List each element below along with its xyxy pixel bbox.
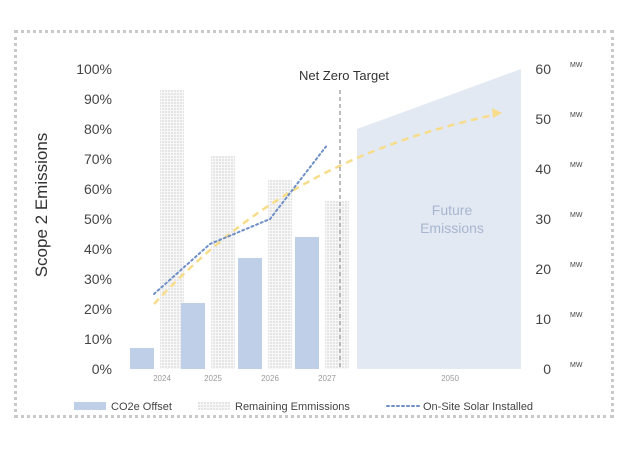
legend-label-remaining-emissions: Remaining Emmissions: [235, 401, 350, 413]
legend-label-on-site-solar: On-Site Solar Installed: [423, 401, 533, 413]
x-tick: 2027: [318, 374, 336, 383]
bar-co2e-offset: [295, 237, 319, 369]
legend-swatch-remaining-emissions: [198, 402, 230, 410]
trend-line-arrowhead: [492, 108, 502, 118]
y-left-tick: 20%: [84, 301, 112, 317]
legend-swatch-co2e-offset: [74, 402, 106, 410]
legend-label-co2e-offset: CO2e Offset: [111, 401, 172, 413]
net-zero-target-label: Net Zero Target: [299, 68, 389, 83]
y-left-tick: 30%: [84, 271, 112, 287]
y-left-tick: 70%: [84, 151, 112, 167]
bar-remaining-emissions: [211, 156, 235, 369]
y-right-unit: MW: [570, 162, 583, 169]
y-left-tick: 50%: [84, 211, 112, 227]
y-left-tick: 0%: [92, 361, 112, 377]
y-right-tick: 50: [535, 111, 551, 127]
y-left-tick: 80%: [84, 121, 112, 137]
y-left-tick: 100%: [76, 61, 112, 77]
y-right-unit: MW: [570, 312, 583, 319]
x-tick: 2026: [261, 374, 279, 383]
future-emissions-area: [357, 69, 521, 369]
chart-frame: [14, 30, 614, 418]
x-tick: 2050: [441, 374, 459, 383]
y-right-tick: 30: [535, 211, 551, 227]
bar-co2e-offset: [238, 258, 262, 369]
y-left-tick: 60%: [84, 181, 112, 197]
x-tick: 2025: [204, 374, 222, 383]
y-right-unit: MW: [570, 262, 583, 269]
y-right-unit: MW: [570, 362, 583, 369]
y-right-unit: MW: [570, 112, 583, 119]
y-right-tick: 60: [535, 61, 551, 77]
bar-remaining-emissions: [325, 201, 349, 369]
y-right-unit: MW: [570, 212, 583, 219]
y-left-tick: 10%: [84, 331, 112, 347]
future-emissions-label: Future: [432, 202, 473, 218]
bar-co2e-offset: [181, 303, 205, 369]
y-left-tick: 90%: [84, 91, 112, 107]
y-right-tick: 10: [535, 311, 551, 327]
y-right-unit: MW: [570, 62, 583, 69]
x-tick: 2024: [153, 374, 171, 383]
y-right-tick: 40: [535, 161, 551, 177]
y-right-tick: 20: [535, 261, 551, 277]
bar-co2e-offset: [130, 348, 154, 369]
y-left-tick: 40%: [84, 241, 112, 257]
y-axis-label: Scope 2 Emissions: [32, 133, 51, 278]
line-on-site-solar: [153, 145, 327, 295]
bar-remaining-emissions: [268, 180, 292, 369]
trend-line: [153, 112, 499, 305]
y-right-tick: 0: [543, 361, 551, 377]
future-emissions-label: Emissions: [420, 220, 484, 236]
bar-remaining-emissions: [160, 90, 184, 369]
